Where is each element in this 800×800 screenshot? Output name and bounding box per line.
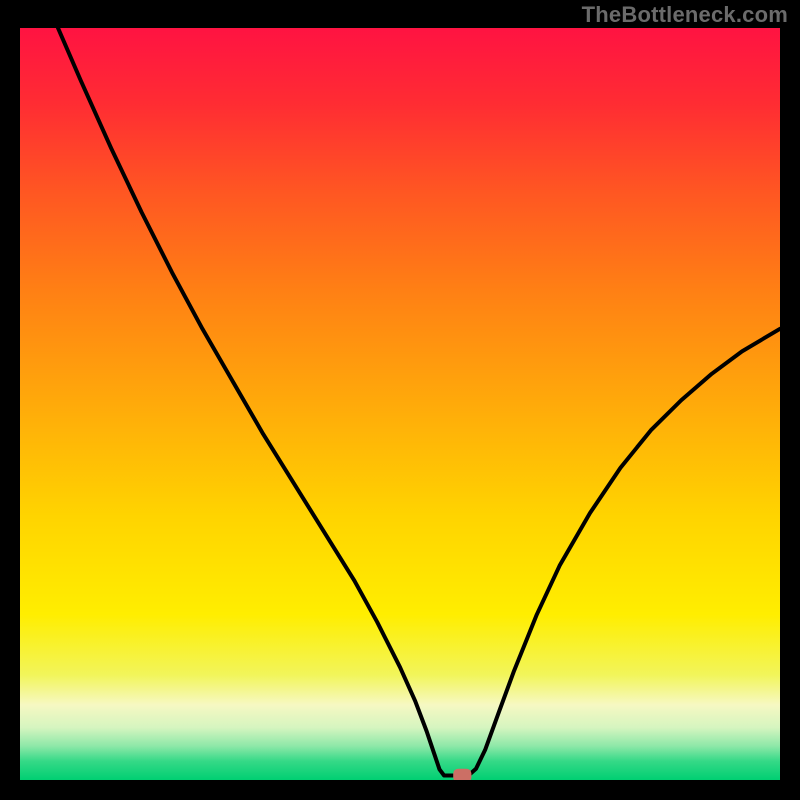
watermark-text: TheBottleneck.com (582, 2, 788, 28)
chart-container: TheBottleneck.com (0, 0, 800, 800)
bottleneck-curve-plot (20, 28, 780, 780)
minimum-marker (453, 769, 471, 780)
